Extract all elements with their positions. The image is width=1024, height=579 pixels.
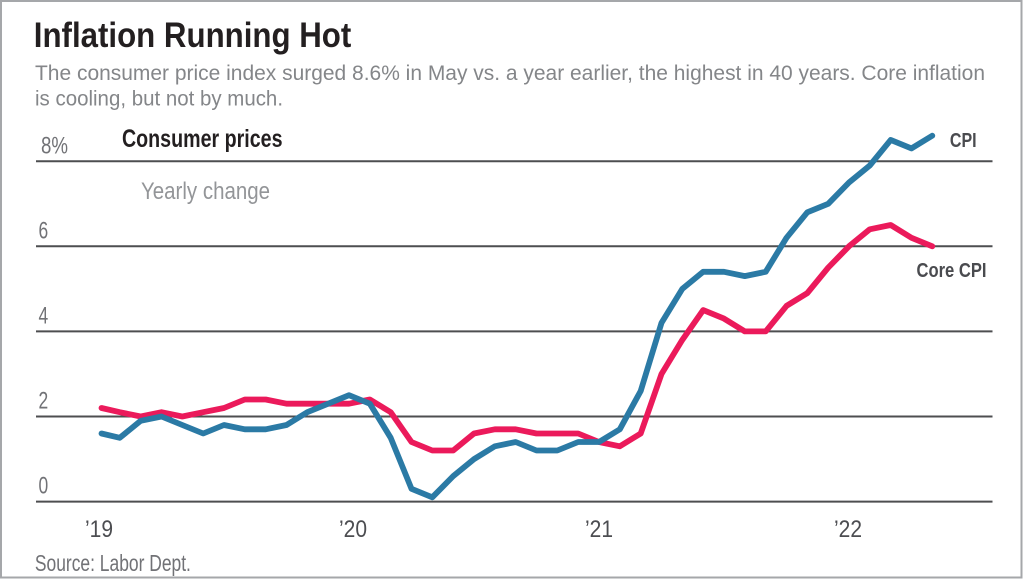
svg-text:is cooling, but not by much.: is cooling, but not by much. <box>35 86 283 110</box>
svg-text:Core CPI: Core CPI <box>917 260 987 282</box>
svg-text:6: 6 <box>39 218 49 245</box>
svg-text:The consumer price index surge: The consumer price index surged 8.6% in … <box>35 61 985 85</box>
svg-text:’20: ’20 <box>339 516 367 543</box>
svg-text:CPI: CPI <box>950 130 977 152</box>
svg-text:Inflation Running Hot: Inflation Running Hot <box>34 16 352 55</box>
svg-text:’19: ’19 <box>85 516 113 543</box>
svg-text:Consumer prices: Consumer prices <box>122 125 283 153</box>
svg-text:Source: Labor Dept.: Source: Labor Dept. <box>35 550 191 576</box>
svg-text:’22: ’22 <box>834 516 862 543</box>
svg-text:8%: 8% <box>41 133 68 160</box>
svg-text:4: 4 <box>39 302 49 329</box>
svg-text:’21: ’21 <box>585 516 613 543</box>
svg-text:0: 0 <box>39 472 49 499</box>
svg-text:Yearly change: Yearly change <box>141 178 270 205</box>
svg-text:2: 2 <box>39 387 49 414</box>
